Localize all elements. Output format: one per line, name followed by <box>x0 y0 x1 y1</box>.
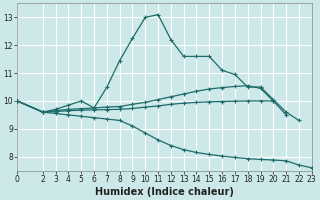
X-axis label: Humidex (Indice chaleur): Humidex (Indice chaleur) <box>95 187 234 197</box>
